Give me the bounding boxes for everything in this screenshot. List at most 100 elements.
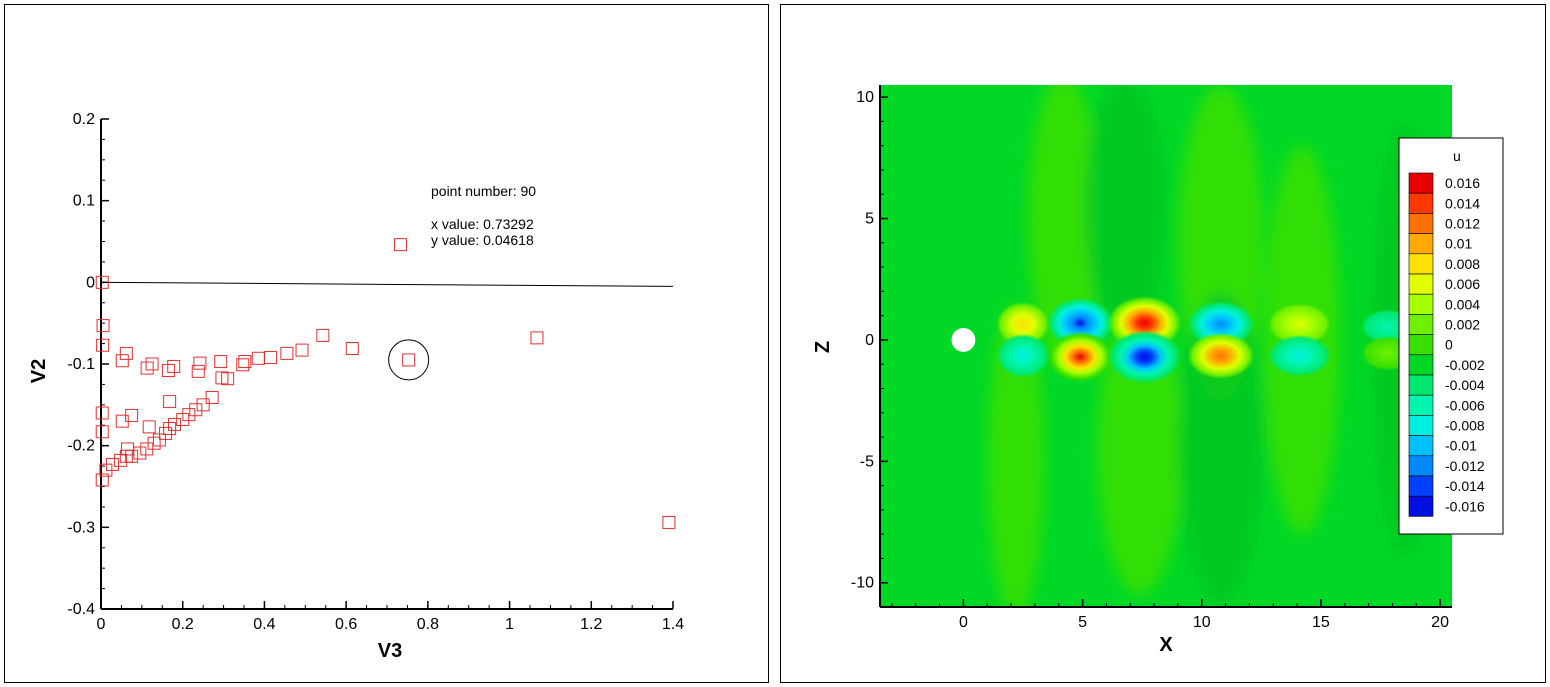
y-tick-label: -0.1 xyxy=(67,356,95,373)
legend-title: u xyxy=(1453,148,1461,164)
x-tick-label: 15 xyxy=(1312,614,1330,631)
scatter-point xyxy=(402,353,416,367)
legend-label: -0.002 xyxy=(1445,357,1485,373)
x-axis-label: V3 xyxy=(378,640,402,662)
legend-swatch xyxy=(1408,415,1434,436)
legend-swatch xyxy=(1408,233,1434,255)
y-tick-label: -10 xyxy=(851,575,874,592)
x-tick-label: 0 xyxy=(959,614,968,631)
legend-label: 0.016 xyxy=(1445,175,1480,191)
scatter-point xyxy=(140,361,154,375)
x-tick-label: 0.4 xyxy=(253,616,275,633)
legend-label: -0.014 xyxy=(1445,478,1485,494)
y-tick-label: 5 xyxy=(865,211,874,228)
y-tick-label: 0 xyxy=(865,332,874,349)
legend-label: -0.008 xyxy=(1445,418,1485,434)
scatter-point xyxy=(196,398,210,412)
scatter-point xyxy=(191,364,205,378)
scatter-point xyxy=(662,515,676,529)
scatter-point xyxy=(125,449,139,463)
contour-blob xyxy=(1107,330,1182,384)
x-axis-label: X xyxy=(1159,634,1173,656)
scatter-point xyxy=(125,408,139,422)
legend-swatch xyxy=(1408,314,1434,335)
legend-swatch xyxy=(1408,354,1434,376)
x-tick-label: 20 xyxy=(1431,614,1449,631)
field-band xyxy=(987,303,1045,607)
y-tick-label: 0.2 xyxy=(73,111,95,128)
scatter-point xyxy=(295,343,309,357)
contour-blob xyxy=(1187,301,1255,348)
y-tick-label: -0.4 xyxy=(67,601,95,618)
cylinder xyxy=(951,328,976,352)
scatter-point xyxy=(189,403,203,417)
legend-swatch xyxy=(1408,253,1434,275)
probe-circle xyxy=(388,339,430,381)
scatter-point xyxy=(163,422,177,436)
scatter-point xyxy=(163,395,177,409)
contour-blob xyxy=(996,333,1050,378)
scatter-point xyxy=(161,364,175,378)
legend-label: 0.014 xyxy=(1445,195,1480,211)
field-band xyxy=(1084,85,1166,340)
scatter-point xyxy=(280,346,294,360)
scatter-point xyxy=(264,350,278,364)
legend-label: 0.006 xyxy=(1445,276,1480,292)
contour-blob xyxy=(1046,331,1114,383)
legend-label: 0.012 xyxy=(1445,216,1480,232)
probe-y-label: y value: 0.04618 xyxy=(431,232,534,248)
scatter-point xyxy=(251,351,265,365)
legend-label: 0.004 xyxy=(1445,296,1480,312)
scatter-point xyxy=(193,356,207,370)
legend-items: 0.016 0.014 0.012 0.01 0.008 0.006 0.004 0.002 0… xyxy=(1408,172,1485,517)
scatter-point xyxy=(393,238,407,252)
probe-x-label: x value: 0.73292 xyxy=(431,216,534,232)
scatter-point xyxy=(214,355,228,369)
scatter-plot: 0 0.2 0.4 0.6 0.8 1 1.2 1.4 -0.4 -0.3 -0.2 -0.1 0 0.1… xyxy=(28,111,684,662)
field-band xyxy=(1027,85,1100,365)
x-tick-label: 1 xyxy=(505,616,514,633)
zero-line xyxy=(100,281,674,287)
scatter-axes: 0 0.2 0.4 0.6 0.8 1 1.2 1.4 -0.4 -0.3 -0.2 -0.1 0 0.1… xyxy=(67,111,684,633)
scatter-point xyxy=(96,338,110,352)
scatter-point xyxy=(205,390,219,404)
legend-swatch xyxy=(1408,374,1434,396)
x-tick-label: 0.8 xyxy=(417,616,439,633)
legend-label: -0.006 xyxy=(1445,397,1485,413)
legend-label: 0.008 xyxy=(1445,256,1480,272)
legend-swatch xyxy=(1408,273,1434,295)
legend-swatch xyxy=(1408,475,1434,497)
scatter-points xyxy=(95,238,676,529)
x-tick-label: 5 xyxy=(1078,614,1087,631)
legend-label: 0.002 xyxy=(1445,317,1480,333)
scatter-point xyxy=(145,357,159,371)
contour-panel: 0 5 10 15 20 10 5 0 -5 -10 X Z u 0.016 0.014 0.012 0… xyxy=(780,4,1546,683)
scatter-point xyxy=(530,331,544,345)
legend-swatch xyxy=(1408,394,1434,416)
x-tick-label: 1.2 xyxy=(580,616,602,633)
x-tick-label: 1.4 xyxy=(662,616,684,633)
contour-blob xyxy=(1268,303,1331,345)
contour-blob xyxy=(996,302,1050,346)
scatter-point xyxy=(147,436,161,450)
scatter-point xyxy=(119,346,133,360)
x-tick-label: 10 xyxy=(1193,614,1211,631)
legend-swatch xyxy=(1408,334,1434,356)
legend-swatch xyxy=(1408,192,1434,214)
scatter-point xyxy=(121,442,135,456)
y-tick-label: 0.1 xyxy=(73,193,95,210)
y-axis-label: V2 xyxy=(28,359,50,383)
scatter-point xyxy=(221,372,235,386)
scatter-point xyxy=(95,473,109,487)
scatter-point xyxy=(96,319,110,333)
y-axis-label: Z xyxy=(812,341,834,353)
legend-label: -0.004 xyxy=(1445,377,1485,393)
legend-label: -0.01 xyxy=(1445,438,1477,454)
legend-swatch xyxy=(1408,495,1434,517)
contour-axes: 0 5 10 15 20 10 5 0 -5 -10 xyxy=(851,85,1452,631)
scatter-point xyxy=(167,359,181,373)
scatter-point xyxy=(316,328,330,342)
contour-blob xyxy=(1187,332,1255,379)
scatter-point xyxy=(105,457,119,471)
scatter-point xyxy=(238,355,252,369)
